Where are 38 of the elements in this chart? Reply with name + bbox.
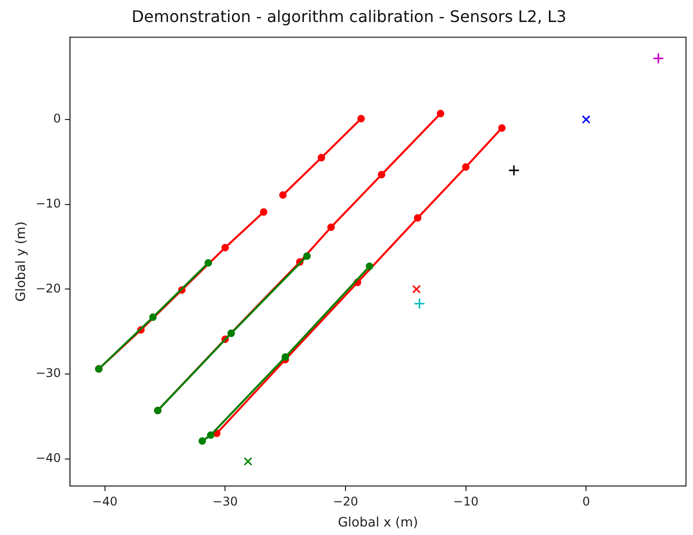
point: [318, 154, 326, 162]
point: [227, 330, 235, 338]
point: [221, 244, 229, 252]
point: [244, 457, 252, 466]
point: [378, 170, 386, 178]
y-axis-title: Global y (m): [14, 221, 30, 302]
point: [204, 259, 212, 267]
point: [260, 208, 268, 216]
point: [327, 223, 335, 231]
point: [414, 298, 426, 310]
point: [149, 313, 157, 321]
x-tick-label: −30: [212, 494, 238, 508]
y-tick-label: −10: [36, 196, 61, 210]
point: [412, 284, 421, 294]
point: [414, 214, 422, 222]
point: [206, 431, 214, 439]
point: [357, 114, 365, 122]
point: [462, 163, 470, 171]
chart-title: Demonstration - algorithm calibration - Sensors L2, L3: [132, 6, 566, 26]
x-axis-title: Global x (m): [338, 516, 418, 531]
y-tick-label: −40: [36, 450, 61, 465]
point: [652, 52, 664, 64]
point: [303, 252, 311, 260]
y-tick-label: −30: [36, 366, 61, 380]
y-tick-label: −20: [36, 281, 61, 296]
y-tick-label: 0: [53, 112, 61, 126]
point: [282, 353, 290, 361]
x-tick-label: −40: [92, 494, 118, 508]
point: [582, 115, 590, 124]
point: [508, 164, 520, 176]
point: [498, 124, 506, 132]
x-tick-label: −20: [332, 494, 358, 508]
point: [279, 191, 287, 199]
x-tick-label: 0: [582, 494, 590, 508]
x-tick-label: −10: [453, 494, 478, 508]
point: [366, 262, 374, 270]
point: [436, 110, 444, 118]
point: [198, 437, 206, 445]
